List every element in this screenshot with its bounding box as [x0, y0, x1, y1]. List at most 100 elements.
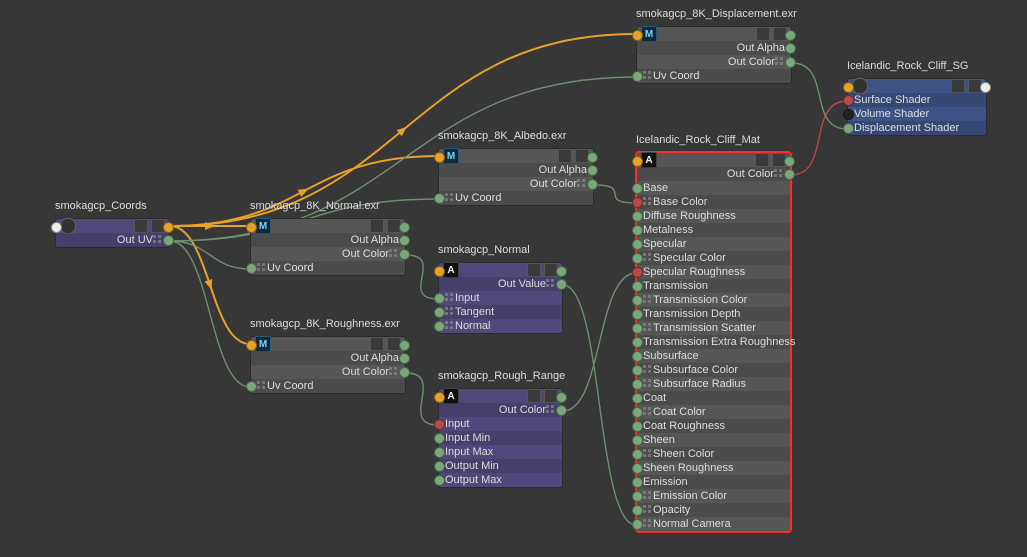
- attribute-row[interactable]: Transmission Scatter: [637, 321, 790, 335]
- connection-wire[interactable]: [791, 101, 847, 175]
- output-port[interactable]: [399, 249, 410, 260]
- node-header[interactable]: [848, 79, 986, 93]
- connection-wire[interactable]: [406, 373, 438, 425]
- node-roughTex[interactable]: MOut AlphaOut ColorUv Coord: [250, 336, 406, 394]
- solo-icon[interactable]: [134, 219, 148, 233]
- node-header[interactable]: [56, 219, 169, 233]
- node-header[interactable]: M: [251, 337, 405, 351]
- attribute-row[interactable]: Coat Roughness: [637, 419, 790, 433]
- attribute-row[interactable]: Normal Camera: [637, 517, 790, 531]
- node-albedoTex[interactable]: MOut AlphaOut ColorUv Coord: [438, 148, 594, 206]
- header-in-port[interactable]: [632, 30, 643, 41]
- attribute-row[interactable]: Sheen: [637, 433, 790, 447]
- attribute-row[interactable]: Subsurface Color: [637, 363, 790, 377]
- attribute-row[interactable]: Volume Shader: [848, 107, 986, 121]
- attribute-row[interactable]: Out UV: [56, 233, 169, 247]
- input-port[interactable]: [632, 393, 643, 404]
- header-in-port[interactable]: [246, 222, 257, 233]
- connection-wire[interactable]: [563, 273, 636, 411]
- input-port[interactable]: [632, 211, 643, 222]
- attribute-row[interactable]: Displacement Shader: [848, 121, 986, 135]
- solo-icon[interactable]: [558, 149, 572, 163]
- attribute-row[interactable]: Transmission Color: [637, 293, 790, 307]
- header-out-port[interactable]: [399, 222, 410, 233]
- input-port[interactable]: [632, 519, 643, 530]
- node-coords[interactable]: Out UV: [55, 218, 170, 248]
- output-port[interactable]: [399, 235, 410, 246]
- solo-icon[interactable]: [951, 79, 965, 93]
- connection-wire[interactable]: [563, 285, 636, 525]
- input-port[interactable]: [632, 267, 643, 278]
- node-graph-canvas[interactable]: smokagcp_CoordsOut UVsmokagcp_8K_Normal.…: [0, 0, 1027, 557]
- attribute-row[interactable]: Uv Coord: [251, 261, 405, 275]
- solo-icon[interactable]: [755, 153, 769, 167]
- node-normalUtil[interactable]: AOut ValueInputTangentNormal: [438, 262, 563, 334]
- attribute-row[interactable]: Diffuse Roughness: [637, 209, 790, 223]
- attribute-row[interactable]: Metalness: [637, 223, 790, 237]
- attribute-row[interactable]: Out Color: [439, 177, 593, 191]
- attribute-row[interactable]: Normal: [439, 319, 562, 333]
- connection-wire[interactable]: [594, 185, 636, 203]
- input-port[interactable]: [434, 321, 445, 332]
- attribute-row[interactable]: Out Color: [637, 167, 790, 181]
- node-normalTex[interactable]: MOut AlphaOut ColorUv Coord: [250, 218, 406, 276]
- input-port[interactable]: [434, 461, 445, 472]
- input-port[interactable]: [632, 295, 643, 306]
- attribute-row[interactable]: Emission: [637, 475, 790, 489]
- attribute-row[interactable]: Input: [439, 417, 562, 431]
- attribute-row[interactable]: Surface Shader: [848, 93, 986, 107]
- output-port[interactable]: [785, 57, 796, 68]
- attribute-row[interactable]: Out Alpha: [251, 233, 405, 247]
- input-port[interactable]: [632, 197, 643, 208]
- header-in-port[interactable]: [632, 156, 643, 167]
- input-port[interactable]: [632, 225, 643, 236]
- input-port[interactable]: [434, 307, 445, 318]
- header-out-port[interactable]: [163, 222, 174, 233]
- solo-icon[interactable]: [756, 27, 770, 41]
- input-port[interactable]: [246, 381, 257, 392]
- attribute-row[interactable]: Transmission Extra Roughness: [637, 335, 790, 349]
- output-port[interactable]: [399, 367, 410, 378]
- connection-wire[interactable]: [170, 156, 438, 226]
- header-out-port[interactable]: [784, 156, 795, 167]
- attribute-row[interactable]: Opacity: [637, 503, 790, 517]
- node-sg[interactable]: Surface ShaderVolume ShaderDisplacement …: [847, 78, 987, 136]
- input-port[interactable]: [632, 477, 643, 488]
- attribute-row[interactable]: Out Value: [439, 277, 562, 291]
- attribute-row[interactable]: Output Min: [439, 459, 562, 473]
- input-port[interactable]: [843, 123, 854, 134]
- node-roughRange[interactable]: AOut ColorInputInput MinInput MaxOutput …: [438, 388, 563, 488]
- input-port[interactable]: [632, 239, 643, 250]
- header-out-port[interactable]: [556, 266, 567, 277]
- attribute-row[interactable]: Transmission: [637, 279, 790, 293]
- node-dispTex[interactable]: MOut AlphaOut ColorUv Coord: [636, 26, 792, 84]
- output-port[interactable]: [785, 43, 796, 54]
- attribute-row[interactable]: Tangent: [439, 305, 562, 319]
- attribute-row[interactable]: Uv Coord: [637, 69, 791, 83]
- output-port[interactable]: [587, 165, 598, 176]
- header-in-port[interactable]: [246, 340, 257, 351]
- attribute-row[interactable]: Base: [637, 181, 790, 195]
- attribute-row[interactable]: Subsurface: [637, 349, 790, 363]
- node-header[interactable]: M: [439, 149, 593, 163]
- input-port[interactable]: [434, 447, 445, 458]
- solo-icon[interactable]: [527, 389, 541, 403]
- input-port[interactable]: [632, 351, 643, 362]
- attribute-row[interactable]: Coat Color: [637, 405, 790, 419]
- attribute-row[interactable]: Base Color: [637, 195, 790, 209]
- header-out-port[interactable]: [587, 152, 598, 163]
- input-port[interactable]: [632, 379, 643, 390]
- input-port[interactable]: [632, 505, 643, 516]
- input-port[interactable]: [843, 109, 854, 120]
- input-port[interactable]: [632, 253, 643, 264]
- solo-icon[interactable]: [370, 219, 384, 233]
- header-out-port[interactable]: [980, 82, 991, 93]
- header-in-port[interactable]: [434, 152, 445, 163]
- attribute-row[interactable]: Specular: [637, 237, 790, 251]
- attribute-row[interactable]: Input Min: [439, 431, 562, 445]
- input-port[interactable]: [632, 323, 643, 334]
- attribute-row[interactable]: Out Color: [439, 403, 562, 417]
- output-port[interactable]: [399, 353, 410, 364]
- input-port[interactable]: [632, 491, 643, 502]
- solo-icon[interactable]: [370, 337, 384, 351]
